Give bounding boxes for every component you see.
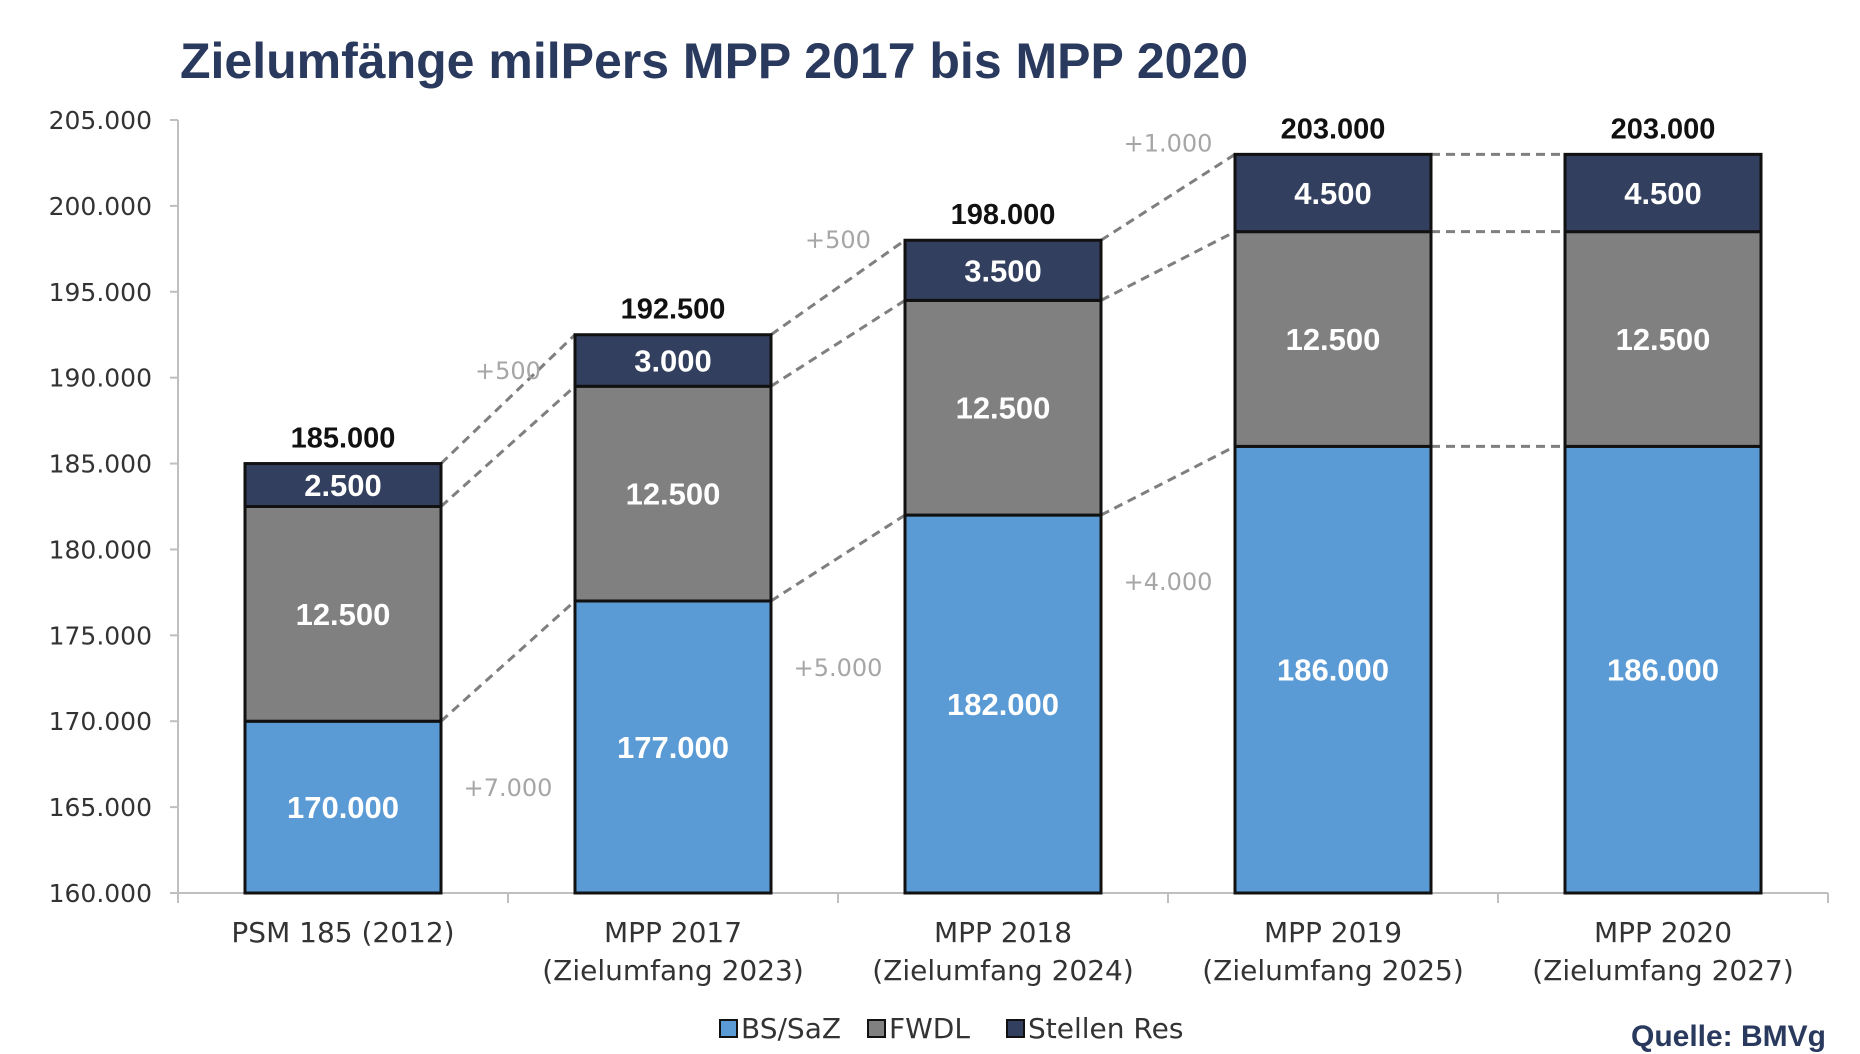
segment-value-label: 177.000 [617, 730, 729, 765]
legend: BS/SaZ FWDL Stellen Res [719, 1012, 1183, 1045]
bar-segment-fwdl [1233, 230, 1433, 448]
connector-line [1100, 153, 1236, 242]
y-tick-label: 190.000 [49, 364, 152, 393]
bar-segment-stellen-res [903, 238, 1103, 302]
x-category-label: MPP 2018 [934, 916, 1072, 949]
y-tick-label: 180.000 [49, 535, 152, 564]
bar-segment-bs-saz [243, 719, 443, 895]
segment-value-label: 2.500 [304, 468, 382, 503]
delta-annotation: +1.000 [1124, 130, 1213, 158]
bar-segment-bs-saz [573, 599, 773, 895]
x-category-label: (Zielumfang 2024) [872, 954, 1134, 987]
connector-line [770, 239, 906, 336]
legend-swatch [719, 1019, 738, 1038]
y-tick-label: 200.000 [49, 192, 152, 221]
segment-value-label: 3.000 [634, 343, 712, 378]
delta-annotation: +4.000 [1124, 568, 1213, 596]
legend-label: BS/SaZ [741, 1012, 841, 1045]
y-tick-label: 170.000 [49, 707, 152, 736]
legend-label: FWDL [889, 1012, 970, 1045]
y-tick-label: 185.000 [49, 450, 152, 479]
segment-value-label: 186.000 [1607, 653, 1719, 688]
segment-value-label: 3.500 [964, 253, 1042, 288]
bar-segment-stellen-res [1563, 152, 1763, 234]
connector-line [770, 513, 906, 603]
bar-segment-fwdl [573, 384, 773, 603]
connector-line [770, 299, 906, 388]
connector-line [439, 599, 577, 723]
delta-annotation: +500 [805, 226, 871, 254]
bar-segment-stellen-res [573, 333, 773, 388]
y-tick-label: 195.000 [49, 278, 152, 307]
y-tick-label: 175.000 [49, 621, 152, 650]
segment-value-label: 182.000 [947, 687, 1059, 722]
segment-value-label: 12.500 [1616, 322, 1711, 357]
delta-annotation: +7.000 [464, 774, 553, 802]
x-category-label: (Zielumfang 2023) [542, 954, 804, 987]
connector-line [439, 385, 577, 508]
legend-label: Stellen Res [1028, 1012, 1183, 1045]
bar-segment-bs-saz [1233, 444, 1433, 895]
bar-segment-fwdl [903, 298, 1103, 517]
x-category-label: MPP 2017 [604, 916, 742, 949]
bar-total-label: 203.000 [1611, 113, 1716, 145]
connector-line [439, 333, 577, 465]
segment-value-label: 12.500 [296, 597, 391, 632]
legend-swatch [867, 1019, 886, 1038]
bar-segment-bs-saz [1563, 444, 1763, 895]
segment-value-label: 170.000 [287, 790, 399, 825]
bar-segment-stellen-res [243, 462, 443, 508]
x-category-label: MPP 2020 [1594, 916, 1732, 949]
connector-line [1100, 230, 1236, 302]
segment-value-label: 12.500 [626, 477, 721, 512]
bars [243, 152, 1763, 895]
segment-value-label: 4.500 [1294, 176, 1372, 211]
y-tick-label: 205.000 [49, 106, 152, 135]
bar-total-label: 192.500 [621, 294, 726, 326]
bar-total-label: 198.000 [951, 199, 1056, 231]
connector-line [1100, 445, 1236, 517]
x-category-label: PSM 185 (2012) [231, 916, 454, 949]
bar-segment-stellen-res [1233, 152, 1433, 234]
segment-value-label: 12.500 [1286, 322, 1381, 357]
x-category-label: MPP 2019 [1264, 916, 1402, 949]
bar-segment-bs-saz [903, 513, 1103, 895]
x-category-label: (Zielumfang 2027) [1532, 954, 1794, 987]
x-category-label: (Zielumfang 2025) [1202, 954, 1464, 987]
connector-lines [439, 152, 1565, 723]
chart-title: Zielumfänge milPers MPP 2017 bis MPP 202… [180, 33, 1248, 89]
delta-annotation: +5.000 [794, 654, 883, 682]
segment-value-label: 4.500 [1624, 176, 1702, 211]
bar-segment-fwdl [1563, 230, 1763, 448]
source-note: Quelle: BMVg [1631, 1020, 1826, 1053]
bar-total-label: 185.000 [291, 423, 396, 455]
bar-total-label: 203.000 [1281, 113, 1386, 145]
axes: 160.000 165.000 170.000 175.000 180.000 185.0… [49, 106, 1829, 987]
labels: 170.000 12.500 2.500 185.000 177.000 12.500 3.… [287, 113, 1719, 825]
legend-swatch [1006, 1019, 1025, 1038]
y-tick-label: 160.000 [49, 879, 152, 908]
segment-value-label: 12.500 [956, 391, 1051, 426]
y-tick-label: 165.000 [49, 793, 152, 822]
segment-value-label: 186.000 [1277, 653, 1389, 688]
bar-segment-fwdl [243, 505, 443, 723]
delta-annotation: +500 [475, 357, 541, 385]
